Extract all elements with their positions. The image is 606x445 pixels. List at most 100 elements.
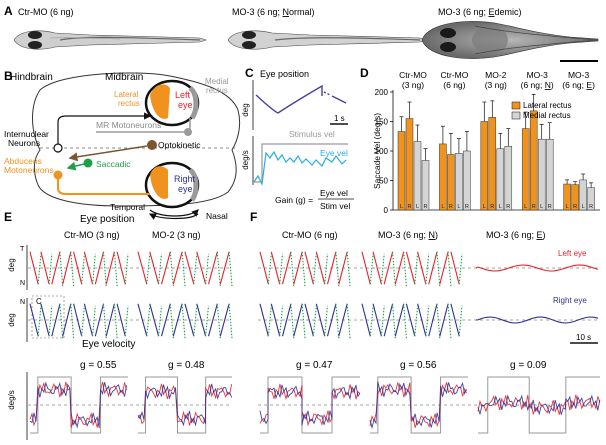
f-right-eye-b-slow-phase	[361, 303, 371, 337]
e-left-eye-a-fast-phase	[37, 253, 42, 285]
f-vel-mo3n-left-eye	[369, 382, 467, 428]
f-right-eye-b-fast-phase	[458, 305, 463, 337]
f-left-eye-a-fast-phase	[267, 253, 272, 285]
f-position-traces-left	[259, 251, 599, 287]
f-gain-3: g = 0.09	[510, 360, 547, 371]
c-scale-label: 1 s	[334, 114, 345, 123]
f-right-eye-a-fast-phase	[267, 305, 272, 337]
f-right-eye-a-fast-phase	[301, 303, 306, 339]
f-left-eye-b-slow-phase	[405, 251, 416, 285]
e-right-eye-b-fast-phase	[146, 305, 151, 337]
e-right-eye-a-slow-phase	[40, 303, 50, 337]
f-right-eye-a-slow-phase	[281, 303, 292, 337]
f-right-eye-a-slow-phase	[270, 303, 281, 337]
f-right-eye-a-fast-phase	[279, 305, 284, 337]
f-left-eye-b-slow-phase	[394, 251, 405, 285]
e-right-eye-a-slow-phase	[62, 303, 72, 337]
lateral-rectus-label-2: rectus	[118, 99, 140, 108]
f-gain-2: g = 0.56	[400, 360, 437, 371]
hindbrain-label: Hindbrain	[10, 72, 53, 83]
e-right-eye-b-slow-phase	[160, 303, 171, 337]
e-vel-mo2-right-eye	[137, 383, 233, 427]
e-right-eye-b-slow-phase	[219, 303, 230, 337]
e-left-eye-b-fast-phase	[228, 251, 233, 287]
e-right-eye-a-slow-phase	[116, 303, 126, 337]
e-left-eye-a-fast-phase	[70, 251, 75, 287]
lateral-rectus-muscle	[150, 84, 170, 119]
e-right-eye-a-slow-phase	[105, 303, 115, 337]
e-left-eye-b-fast-phase	[158, 253, 163, 285]
panel-f: F Ctr-MO (6 ng) MO-3 (6 ng; N) MO-3 (6 n…	[250, 210, 601, 434]
fish-label-2: MO-3 (6 ng; Normal)	[232, 7, 315, 17]
bar	[521, 128, 530, 211]
f-vel-mo3e-left-eye	[477, 394, 601, 415]
bar-side-label: R	[589, 204, 593, 210]
f-vel-ctr-left-eye	[259, 383, 361, 427]
internuclear-label-1: Internuclear	[4, 129, 49, 139]
f-right-eye-b-slow-phase	[439, 303, 449, 337]
e-n-label-2: N	[20, 299, 25, 306]
e-left-eye-a-slow-phase	[40, 251, 50, 285]
e-c-inset-box	[31, 295, 65, 339]
bar	[413, 141, 422, 211]
f-left-eye-b-fast-phase	[380, 253, 385, 285]
abducens-label-2: Motoneurons	[4, 165, 54, 175]
panel-letter-e: E	[4, 210, 12, 224]
bar-side-label: R	[449, 204, 453, 210]
bar-side-label: L	[441, 204, 444, 210]
bar-side-label: R	[465, 204, 469, 210]
f-vel-ctr-right-eye	[259, 384, 361, 426]
saccadic-label: Saccadic	[96, 159, 131, 169]
e-right-eye-b-fast-phase	[158, 305, 163, 337]
bar-side-label: L	[582, 204, 585, 210]
e-left-eye-b-fast-phase	[193, 253, 198, 285]
f-right-eye-b-slow-phase	[394, 303, 405, 337]
f-left-eye-b-slow-phase	[439, 251, 449, 285]
e-left-eye-a-fast-phase	[48, 253, 53, 285]
e-right-eye-a-slow-phase	[29, 303, 39, 337]
e-right-eye-b-fast-phase	[169, 303, 174, 339]
f-right-eye-a-fast-phase	[346, 303, 351, 339]
midbrain-label: Midbrain	[105, 72, 143, 83]
f-right-eye-a-slow-phase	[338, 303, 348, 337]
legend-label-lateral: Lateral rectus	[523, 101, 571, 110]
f-right-eye-b-fast-phase	[380, 305, 385, 337]
legend-swatch-medial	[511, 111, 521, 120]
panel-a: A Ctr-MO (6 ng) MO-3 (6 ng; Normal) MO-3…	[4, 4, 599, 62]
fish-label-3: MO-3 (6 ng; Edemic)	[438, 7, 522, 17]
f-right-eye-b-fast-phase	[403, 303, 407, 339]
f-left-eye-b-slow-phase	[372, 251, 382, 285]
f-edemic-right-trace	[475, 316, 599, 324]
e-left-eye-b-fast-phase	[216, 251, 221, 287]
eye-vel-label: Eye vel	[320, 148, 348, 158]
e-position-traces-right	[29, 303, 233, 339]
e-right-eye-b-slow-phase	[172, 303, 183, 337]
abducens-path	[57, 175, 150, 195]
e-group-1: Ctr-MO (3 ng)	[64, 230, 120, 240]
legend-swatch-lateral	[511, 101, 521, 110]
f-left-eye-a-fast-phase	[335, 251, 340, 287]
c-position-saccade	[323, 91, 331, 96]
e-right-eye-b-slow-phase	[137, 303, 148, 337]
e-vel-ctr-right-eye	[29, 381, 128, 429]
f-left-eye-b-fast-phase	[392, 251, 396, 287]
e-right-eye-b-fast-phase	[193, 305, 198, 337]
bar-side-label: R	[548, 204, 552, 210]
category-label-line2: (6 ng)	[443, 80, 465, 90]
c-position-trace-2	[331, 95, 347, 104]
panel-letter-c: C	[245, 66, 254, 80]
y-axis-label: Saccade Vel (deg/s)	[372, 113, 382, 189]
category-label-line1: MO-2	[485, 70, 507, 80]
f-right-eye-label: Right eye	[553, 296, 587, 305]
e-left-eye-a-slow-phase	[51, 251, 61, 285]
e-right-eye-b-slow-phase	[149, 303, 160, 337]
f-right-eye-b-slow-phase	[450, 303, 460, 337]
lateral-rectus-label-1: Lateral	[114, 90, 139, 99]
legend-label-medial: Medial rectus	[523, 111, 571, 120]
brain-outline	[32, 72, 241, 207]
category-label-line1: MO-3	[568, 70, 590, 80]
y-tick-label: 0	[384, 206, 389, 215]
f-right-eye-b-slow-phase	[372, 303, 382, 337]
